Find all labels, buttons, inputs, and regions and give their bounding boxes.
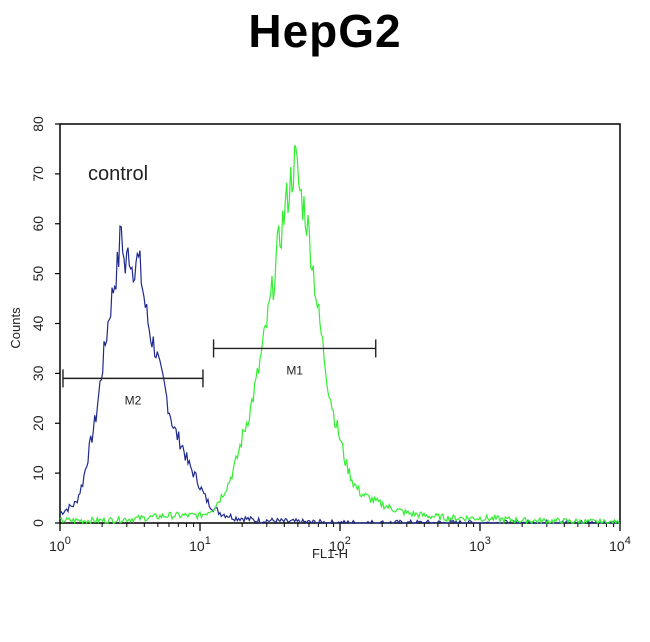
y-tick-label-60: 60 [30,216,46,232]
y-tick-label-40: 40 [30,316,46,332]
x-axis: 100 101 102 103 104 [49,523,631,554]
y-tick-label-50: 50 [30,266,46,282]
x-tick-label-1000: 103 [469,535,491,554]
y-tick-label-30: 30 [30,365,46,381]
y-tick-label-0: 0 [30,519,46,527]
gate-layer: M2 M1 [62,339,377,407]
y-axis-label: Counts [8,307,23,349]
y-tick-label-70: 70 [30,166,46,182]
chart-title: HepG2 [248,5,402,57]
y-axis: 0 10 20 30 40 50 60 70 80 [30,116,60,527]
series-layer [59,144,621,525]
y-tick-label-20: 20 [30,415,46,431]
x-tick-label-10: 101 [189,535,211,554]
y-tick-label-80: 80 [30,116,46,132]
x-axis-label: FL1-H [312,546,348,561]
series-line-0 [59,224,621,525]
x-tick-label-100: 102 [329,535,351,554]
y-tick-label-10: 10 [30,465,46,481]
x-tick-label-10000: 104 [609,535,631,554]
control-annotation: control [88,163,148,185]
x-tick-label-1: 100 [49,535,71,554]
gate-label-M1: M1 [286,363,303,377]
gate-label-M2: M2 [125,393,142,407]
series-line-1 [59,144,620,525]
